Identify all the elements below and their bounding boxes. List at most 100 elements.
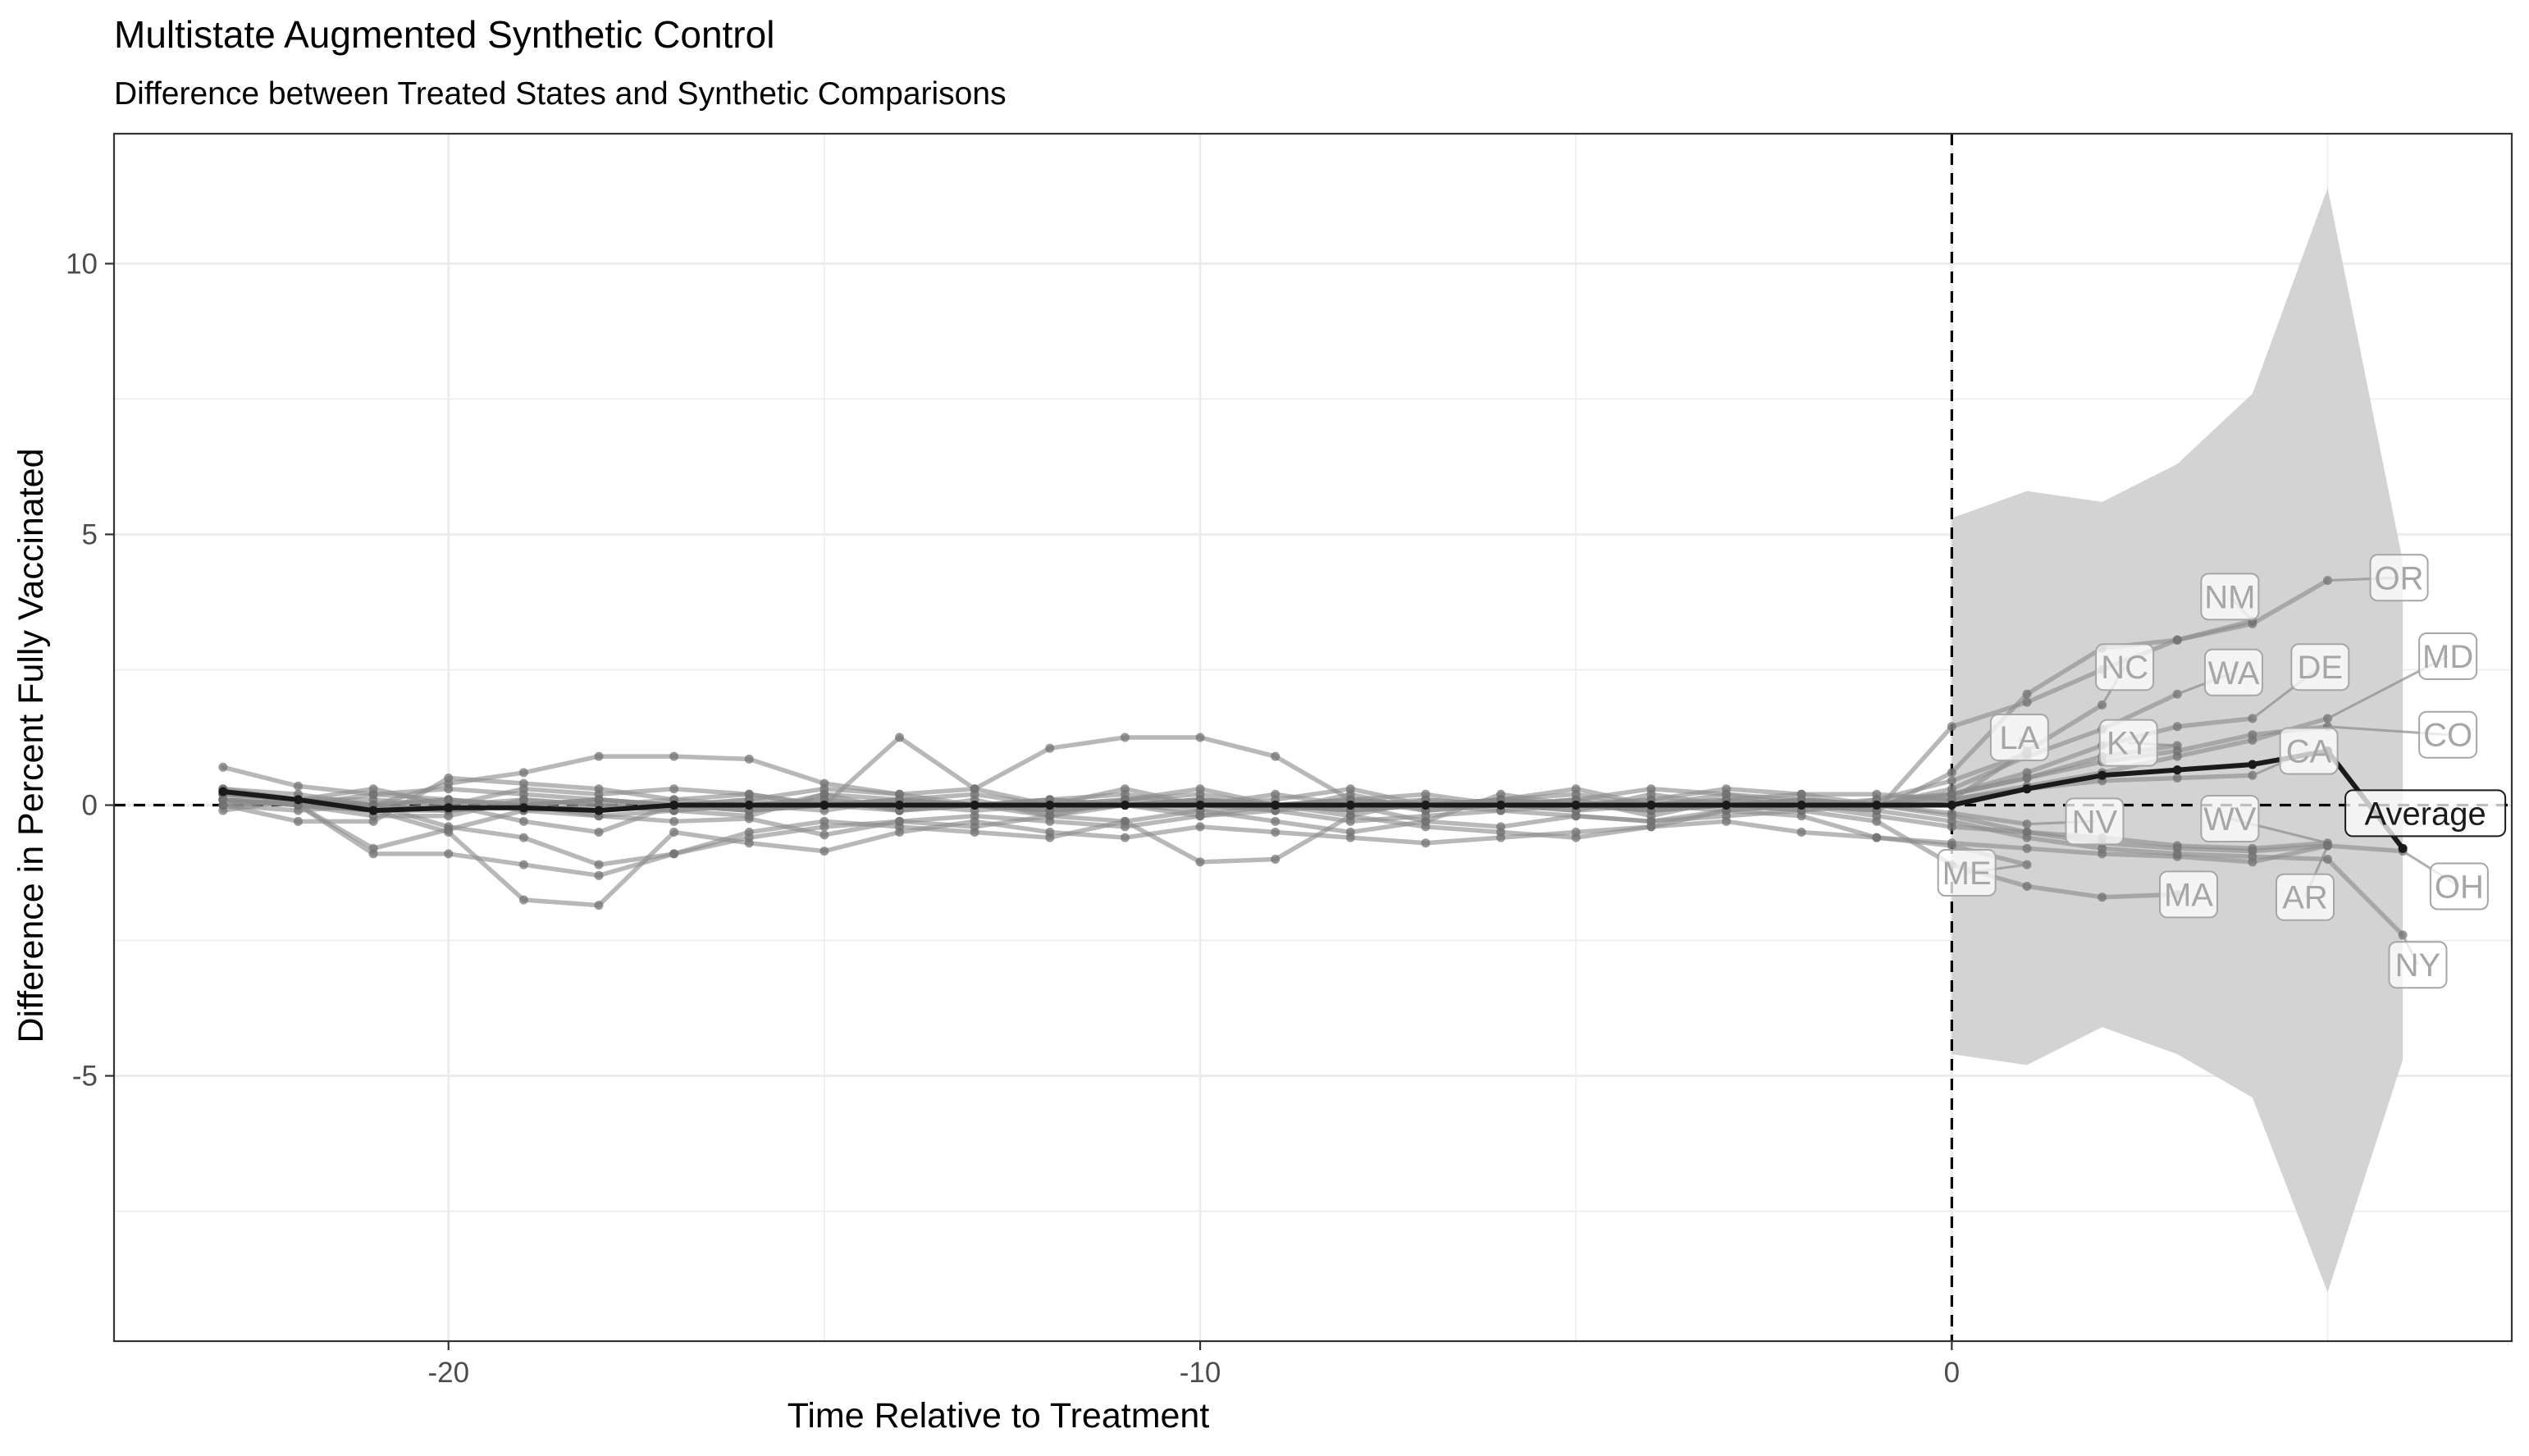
x-axis-title: Time Relative to Treatment	[787, 1396, 1210, 1435]
data-point	[2022, 833, 2032, 842]
series-line-nm	[221, 618, 2255, 813]
label-text-me: ME	[1942, 856, 1992, 892]
average-data-point	[1271, 801, 1280, 810]
data-point	[594, 828, 604, 838]
data-point	[744, 754, 754, 764]
data-point	[744, 814, 754, 824]
label-ca: CA	[2279, 727, 2339, 775]
axis-layer: -20 -10 0 -5 0 5 10	[66, 248, 1960, 1389]
average-data-point	[1045, 801, 1055, 810]
label-box-ny	[2388, 941, 2448, 989]
average-data-point	[1345, 801, 1355, 810]
average-data-point	[1872, 801, 1882, 810]
data-point	[2172, 722, 2182, 732]
average-data-point	[1195, 801, 1205, 810]
average-data-point	[1571, 801, 1581, 810]
label-text-la: LA	[1999, 720, 2039, 756]
data-point	[669, 751, 679, 761]
label-ky: KY	[2098, 719, 2158, 767]
data-point	[1872, 833, 1882, 842]
data-point	[2022, 689, 2032, 699]
data-point	[1271, 751, 1280, 761]
data-point	[669, 849, 679, 859]
data-point	[1195, 857, 1205, 867]
average-data-point	[895, 801, 905, 810]
data-point	[1721, 816, 1731, 826]
label-box-nv	[2065, 797, 2125, 846]
data-point	[2098, 843, 2107, 853]
y-tick-label: 5	[82, 518, 98, 550]
data-point	[1045, 828, 1055, 838]
label-box-or	[2369, 554, 2429, 602]
data-point	[970, 816, 979, 826]
label-ma: MA	[2158, 870, 2218, 919]
data-point	[2022, 774, 2032, 783]
average-data-point	[1947, 801, 1956, 810]
label-nv: NV	[2065, 797, 2125, 846]
label-box-oh	[2429, 862, 2489, 911]
average-data-point	[819, 801, 829, 810]
data-point	[1496, 822, 1506, 832]
data-point	[1496, 833, 1506, 842]
average-data-point	[444, 803, 454, 813]
data-point	[2098, 892, 2107, 902]
data-point	[669, 816, 679, 826]
label-me: ME	[1937, 849, 1997, 897]
data-point	[970, 789, 979, 799]
average-data-point	[2248, 760, 2257, 769]
series-line-ny	[221, 797, 2405, 938]
data-point	[1271, 828, 1280, 838]
data-point	[1421, 811, 1431, 821]
label-nc: NC	[2095, 643, 2155, 691]
confidence-band	[1952, 188, 2403, 1293]
data-point	[1271, 816, 1280, 826]
y-tick-label: -5	[72, 1061, 98, 1093]
average-data-point	[518, 803, 528, 813]
label-text-nm: NM	[2204, 579, 2255, 615]
data-point	[2172, 746, 2182, 756]
average-data-point	[2172, 765, 2182, 775]
label-text-average: Average	[2364, 796, 2486, 832]
data-point	[518, 795, 528, 805]
data-point	[1571, 828, 1581, 838]
label-box-ma	[2158, 870, 2218, 919]
data-point	[518, 860, 528, 869]
label-or: OR	[2369, 554, 2429, 602]
label-box-ky	[2098, 719, 2158, 767]
y-tick-label: 0	[82, 790, 98, 822]
label-text-md: MD	[2422, 639, 2473, 675]
label-ny: NY	[2388, 941, 2448, 989]
data-point	[1872, 816, 1882, 826]
data-point	[1120, 822, 1130, 832]
average-data-point	[2098, 770, 2107, 780]
label-nm: NM	[2200, 573, 2260, 621]
data-point	[1195, 822, 1205, 832]
data-point	[368, 849, 378, 859]
data-point	[669, 784, 679, 794]
average-data-point	[970, 801, 979, 810]
panel-border	[112, 132, 2513, 1343]
average-data-point	[293, 795, 303, 805]
data-point	[293, 781, 303, 791]
data-point	[1195, 811, 1205, 821]
data-point	[744, 838, 754, 848]
data-point	[1345, 784, 1355, 794]
data-point	[669, 828, 679, 838]
data-point	[2022, 843, 2032, 853]
data-point	[2248, 730, 2257, 740]
label-box-wa	[2203, 648, 2263, 696]
data-point	[594, 901, 604, 911]
confidence-band-layer	[1952, 188, 2403, 1293]
data-point	[895, 733, 905, 742]
label-box-nm	[2200, 573, 2260, 621]
label-ar: AR	[2276, 873, 2335, 921]
average-data-point	[2022, 784, 2032, 794]
x-tick-label: -20	[427, 1357, 469, 1389]
data-point	[518, 768, 528, 778]
data-point	[1947, 722, 1956, 732]
average-layer	[218, 746, 2408, 853]
y-axis-title: Difference in Percent Fully Vaccinated	[11, 449, 51, 1043]
data-point	[518, 816, 528, 826]
average-data-point	[1796, 801, 1806, 810]
label-box-de	[2290, 643, 2350, 691]
